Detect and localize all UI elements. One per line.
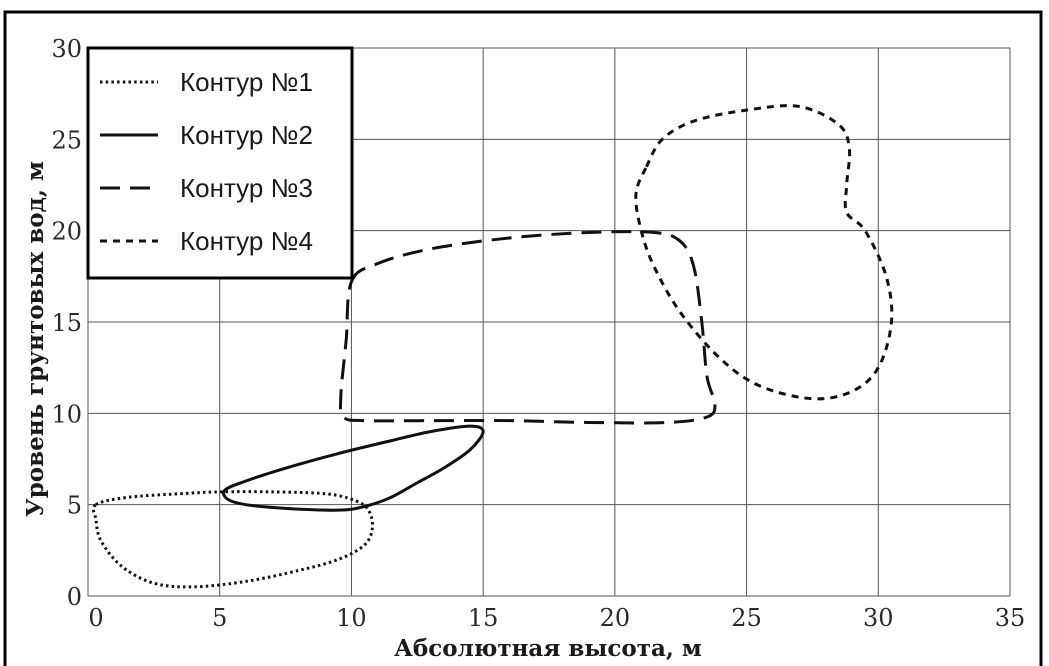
x-tick-label: 15 (468, 604, 499, 632)
x-tick-label: 5 (212, 604, 227, 632)
y-tick-label: 25 (51, 126, 82, 154)
y-tick-label: 15 (51, 309, 82, 337)
legend: Контур №1 Контур №2 Контур №3 Контур №4 (86, 46, 354, 280)
x-tick-label: 30 (863, 604, 894, 632)
x-tick-label: 0 (88, 604, 103, 632)
series-contour-4 (634, 104, 894, 401)
legend-label: Контур №1 (180, 67, 313, 97)
x-tick-label: 25 (731, 604, 762, 632)
y-tick-label: 20 (51, 218, 82, 246)
x-tick-label: 35 (995, 604, 1026, 632)
tick-labels: 0 5 10 15 20 25 30 35 0 5 10 15 20 25 30 (51, 35, 1025, 632)
y-tick-label: 10 (51, 400, 82, 428)
y-tick-label: 30 (51, 35, 82, 63)
series-contour-1 (91, 490, 375, 589)
series-contour-2 (222, 424, 485, 512)
x-axis-title: Абсолютная высота, м (394, 635, 702, 662)
series-contour-3 (338, 230, 717, 425)
legend-label: Контур №4 (180, 226, 313, 256)
legend-label: Контур №2 (180, 120, 313, 150)
y-tick-label: 0 (67, 583, 82, 611)
y-tick-label: 5 (67, 492, 82, 520)
legend-label: Контур №3 (180, 173, 313, 203)
series-curves (91, 104, 894, 589)
x-tick-label: 20 (600, 604, 631, 632)
y-axis-title: Уровень грунтовых вод, м (22, 161, 49, 517)
x-tick-label: 10 (336, 604, 367, 632)
